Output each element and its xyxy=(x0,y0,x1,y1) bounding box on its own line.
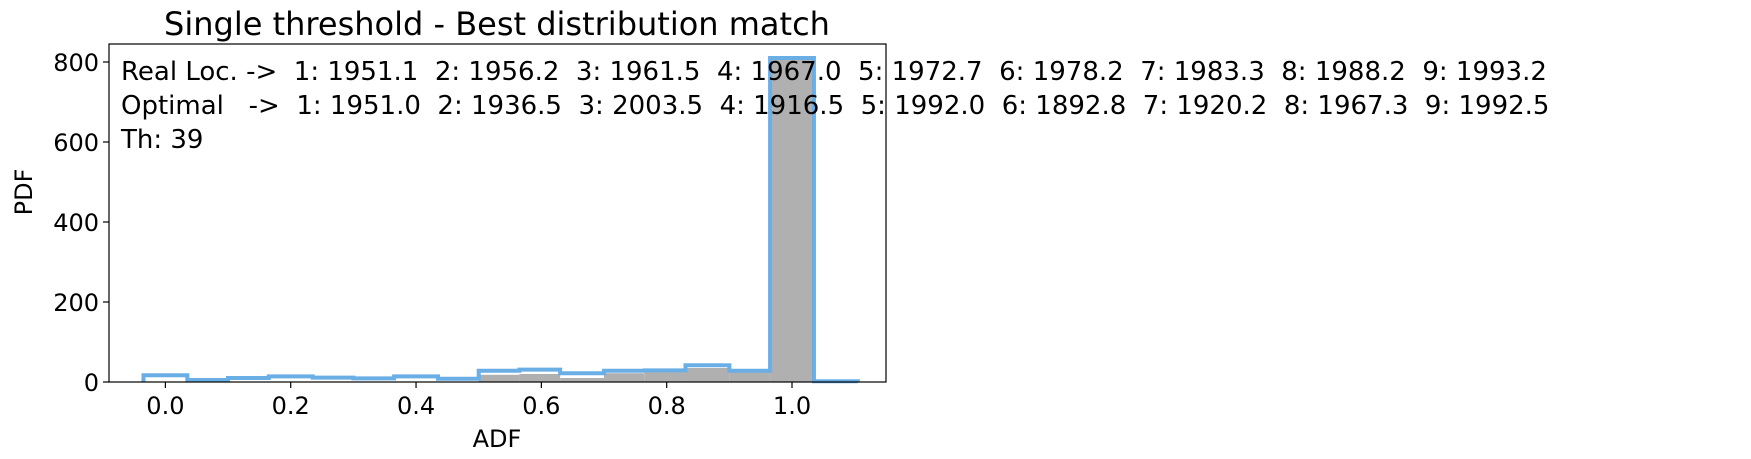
x-tick-label: 1.0 xyxy=(773,392,811,420)
annotation-line-0: Real Loc. -> 1: 1951.1 2: 1956.2 3: 1961… xyxy=(121,57,1547,87)
y-tick-label: 400 xyxy=(53,209,99,237)
annotation-line-2: Th: 39 xyxy=(120,125,203,155)
x-tick-label: 0.2 xyxy=(272,392,310,420)
annotation-block: Real Loc. -> 1: 1951.1 2: 1956.2 3: 1961… xyxy=(120,57,1549,155)
filled-bar-1 xyxy=(519,374,561,382)
x-tick-label: 0.6 xyxy=(522,392,560,420)
y-tick-label: 200 xyxy=(53,289,99,317)
chart-title: Single threshold - Best distribution mat… xyxy=(164,5,830,43)
plot-frame xyxy=(108,43,887,383)
x-tick-label: 0.0 xyxy=(146,392,184,420)
annotation-line-1: Optimal -> 1: 1951.0 2: 1936.5 3: 2003.5… xyxy=(121,91,1549,121)
x-axis: 0.0 0.2 0.4 0.6 0.8 1.0 xyxy=(146,382,811,420)
x-axis-title: ADF xyxy=(473,425,522,453)
filled-bar-3 xyxy=(604,373,645,382)
filled-bar-2 xyxy=(560,378,605,382)
filled-bar-6 xyxy=(729,372,771,382)
filled-bar-7 xyxy=(770,60,814,382)
y-axis: 0 200 400 600 800 xyxy=(53,49,109,397)
filled-bar-4 xyxy=(644,372,686,382)
y-tick-label: 600 xyxy=(53,129,99,157)
x-tick-label: 0.4 xyxy=(397,392,435,420)
bars-layer xyxy=(478,60,814,382)
filled-bar-0 xyxy=(478,374,520,382)
y-axis-title: PDF xyxy=(10,169,38,216)
x-tick-label: 0.8 xyxy=(648,392,686,420)
y-tick-label: 800 xyxy=(53,49,99,77)
step-outline-1 xyxy=(141,56,860,384)
filled-bar-5 xyxy=(685,368,730,382)
step-outline-layer xyxy=(141,56,860,384)
y-tick-label: 0 xyxy=(84,369,99,397)
